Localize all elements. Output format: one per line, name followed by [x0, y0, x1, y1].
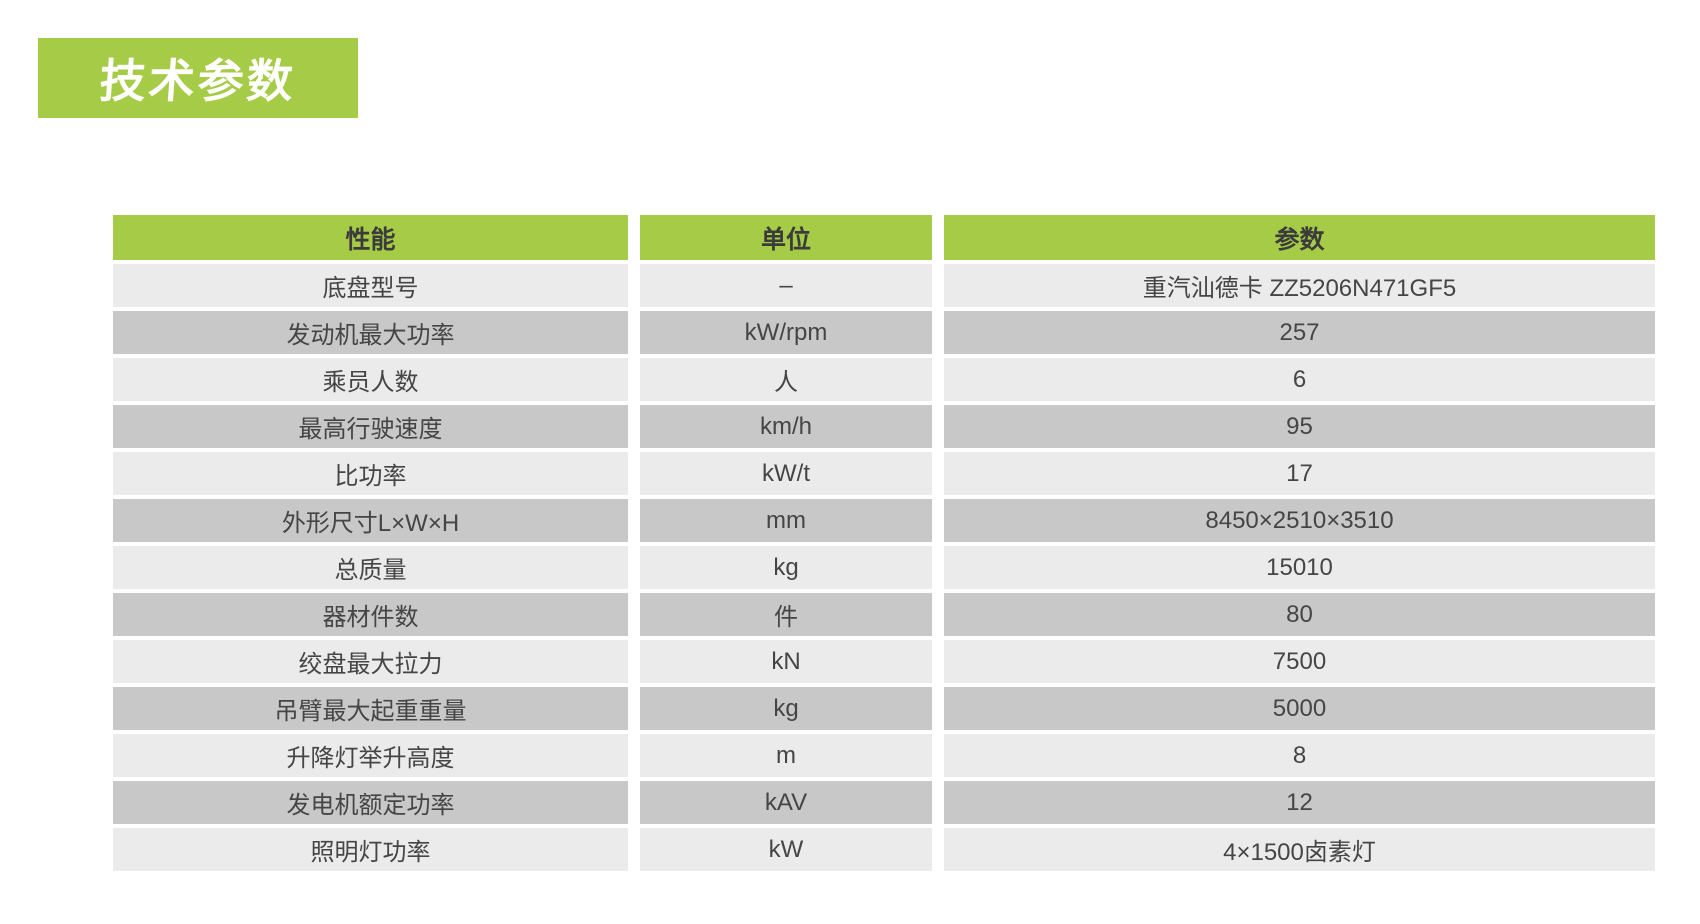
row-name-cell: 乘员人数 — [113, 358, 628, 401]
table-row: 乘员人数 人 6 — [113, 358, 1655, 401]
table-row: 发电机额定功率 kAV 12 — [113, 781, 1655, 824]
row-value-cell: 6 — [944, 358, 1655, 401]
row-name-cell: 发电机额定功率 — [113, 781, 628, 824]
table-row: 底盘型号 – 重汽汕德卡 ZZ5206N471GF5 — [113, 264, 1655, 307]
row-unit-cell: 件 — [640, 593, 932, 636]
row-name-cell: 最高行驶速度 — [113, 405, 628, 448]
row-unit-cell: kAV — [640, 781, 932, 824]
table-row: 比功率 kW/t 17 — [113, 452, 1655, 495]
table-row: 绞盘最大拉力 kN 7500 — [113, 640, 1655, 683]
row-name-cell: 外形尺寸L×W×H — [113, 499, 628, 542]
row-name-cell: 升降灯举升高度 — [113, 734, 628, 777]
row-value-cell: 5000 — [944, 687, 1655, 730]
row-unit-cell: m — [640, 734, 932, 777]
header-cell-performance: 性能 — [113, 215, 628, 260]
row-name-cell: 底盘型号 — [113, 264, 628, 307]
table-row: 外形尺寸L×W×H mm 8450×2510×3510 — [113, 499, 1655, 542]
spec-table: 性能 单位 参数 底盘型号 – 重汽汕德卡 ZZ5206N471GF5 发动机最… — [113, 215, 1655, 871]
row-unit-cell: km/h — [640, 405, 932, 448]
row-value-cell: 7500 — [944, 640, 1655, 683]
row-unit-cell: mm — [640, 499, 932, 542]
table-header-row: 性能 单位 参数 — [113, 215, 1655, 260]
row-name-cell: 总质量 — [113, 546, 628, 589]
header-cell-unit: 单位 — [640, 215, 932, 260]
row-value-cell: 15010 — [944, 546, 1655, 589]
header-cell-parameter: 参数 — [944, 215, 1655, 260]
table-row: 吊臂最大起重重量 kg 5000 — [113, 687, 1655, 730]
row-value-cell: 80 — [944, 593, 1655, 636]
row-value-cell: 重汽汕德卡 ZZ5206N471GF5 — [944, 264, 1655, 307]
table-row: 照明灯功率 kW 4×1500卤素灯 — [113, 828, 1655, 871]
table-row: 最高行驶速度 km/h 95 — [113, 405, 1655, 448]
table-row: 发动机最大功率 kW/rpm 257 — [113, 311, 1655, 354]
table-row: 总质量 kg 15010 — [113, 546, 1655, 589]
row-unit-cell: 人 — [640, 358, 932, 401]
row-name-cell: 照明灯功率 — [113, 828, 628, 871]
row-unit-cell: kN — [640, 640, 932, 683]
row-name-cell: 绞盘最大拉力 — [113, 640, 628, 683]
row-unit-cell: – — [640, 264, 932, 307]
row-value-cell: 17 — [944, 452, 1655, 495]
page-title: 技术参数 — [97, 55, 298, 107]
row-name-cell: 发动机最大功率 — [113, 311, 628, 354]
row-unit-cell: kg — [640, 687, 932, 730]
row-value-cell: 257 — [944, 311, 1655, 354]
row-unit-cell: kW — [640, 828, 932, 871]
row-value-cell: 95 — [944, 405, 1655, 448]
row-value-cell: 12 — [944, 781, 1655, 824]
table-row: 升降灯举升高度 m 8 — [113, 734, 1655, 777]
row-value-cell: 8 — [944, 734, 1655, 777]
table-row: 器材件数 件 80 — [113, 593, 1655, 636]
row-unit-cell: kg — [640, 546, 932, 589]
row-name-cell: 吊臂最大起重重量 — [113, 687, 628, 730]
row-unit-cell: kW/t — [640, 452, 932, 495]
table-body: 底盘型号 – 重汽汕德卡 ZZ5206N471GF5 发动机最大功率 kW/rp… — [113, 264, 1655, 871]
row-unit-cell: kW/rpm — [640, 311, 932, 354]
title-banner: 技术参数 — [38, 38, 358, 118]
row-value-cell: 8450×2510×3510 — [944, 499, 1655, 542]
row-name-cell: 比功率 — [113, 452, 628, 495]
row-value-cell: 4×1500卤素灯 — [944, 828, 1655, 871]
row-name-cell: 器材件数 — [113, 593, 628, 636]
